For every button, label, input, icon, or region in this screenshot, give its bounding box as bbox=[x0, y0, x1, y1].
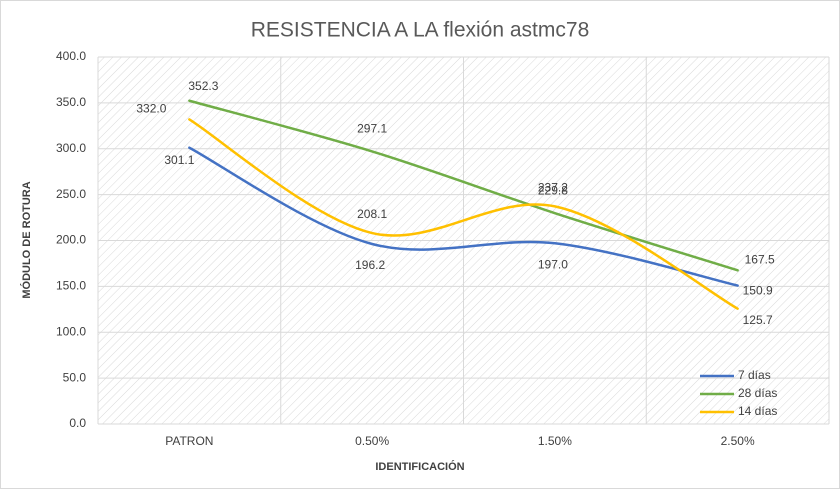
data-label: 352.3 bbox=[188, 79, 218, 93]
series-line bbox=[188, 118, 739, 310]
data-label: 167.5 bbox=[745, 252, 775, 266]
y-tick-label: 250.0 bbox=[56, 187, 86, 201]
y-tick-label: 300.0 bbox=[56, 141, 86, 155]
x-axis-title: IDENTIFICACIÓN bbox=[375, 460, 464, 473]
x-tick-label: 0.50% bbox=[355, 434, 389, 448]
data-label: 297.1 bbox=[357, 122, 387, 136]
series-line bbox=[188, 146, 739, 287]
chart-title: RESISTENCIA A LA flexión astmc78 bbox=[251, 19, 590, 42]
data-label: 150.9 bbox=[743, 284, 773, 298]
x-tick-label: 1.50% bbox=[538, 434, 572, 448]
y-tick-label: 400.0 bbox=[56, 49, 86, 63]
y-axis-title: MÓDULO DE ROTURA bbox=[20, 181, 33, 298]
data-label: 332.0 bbox=[136, 102, 166, 116]
data-label: 208.1 bbox=[357, 207, 387, 221]
data-label: 229.8 bbox=[538, 183, 568, 197]
x-tick-label: 2.50% bbox=[721, 434, 755, 448]
x-tick-label: PATRON bbox=[165, 434, 213, 448]
legend-label: 7 días bbox=[738, 368, 771, 382]
data-label: 301.1 bbox=[164, 153, 194, 167]
y-tick-label: 0.0 bbox=[69, 416, 86, 430]
data-label: 125.7 bbox=[743, 313, 773, 327]
series-line bbox=[188, 99, 739, 272]
y-tick-label: 50.0 bbox=[63, 370, 87, 384]
legend-label: 14 días bbox=[738, 404, 777, 418]
y-tick-label: 100.0 bbox=[56, 324, 86, 338]
data-label: 197.0 bbox=[538, 257, 568, 271]
legend-label: 28 días bbox=[738, 386, 777, 400]
y-tick-label: 150.0 bbox=[56, 279, 86, 293]
y-tick-label: 350.0 bbox=[56, 95, 86, 109]
y-tick-label: 200.0 bbox=[56, 233, 86, 247]
data-label: 196.2 bbox=[355, 258, 385, 272]
data-label: 237.2 bbox=[538, 181, 568, 195]
